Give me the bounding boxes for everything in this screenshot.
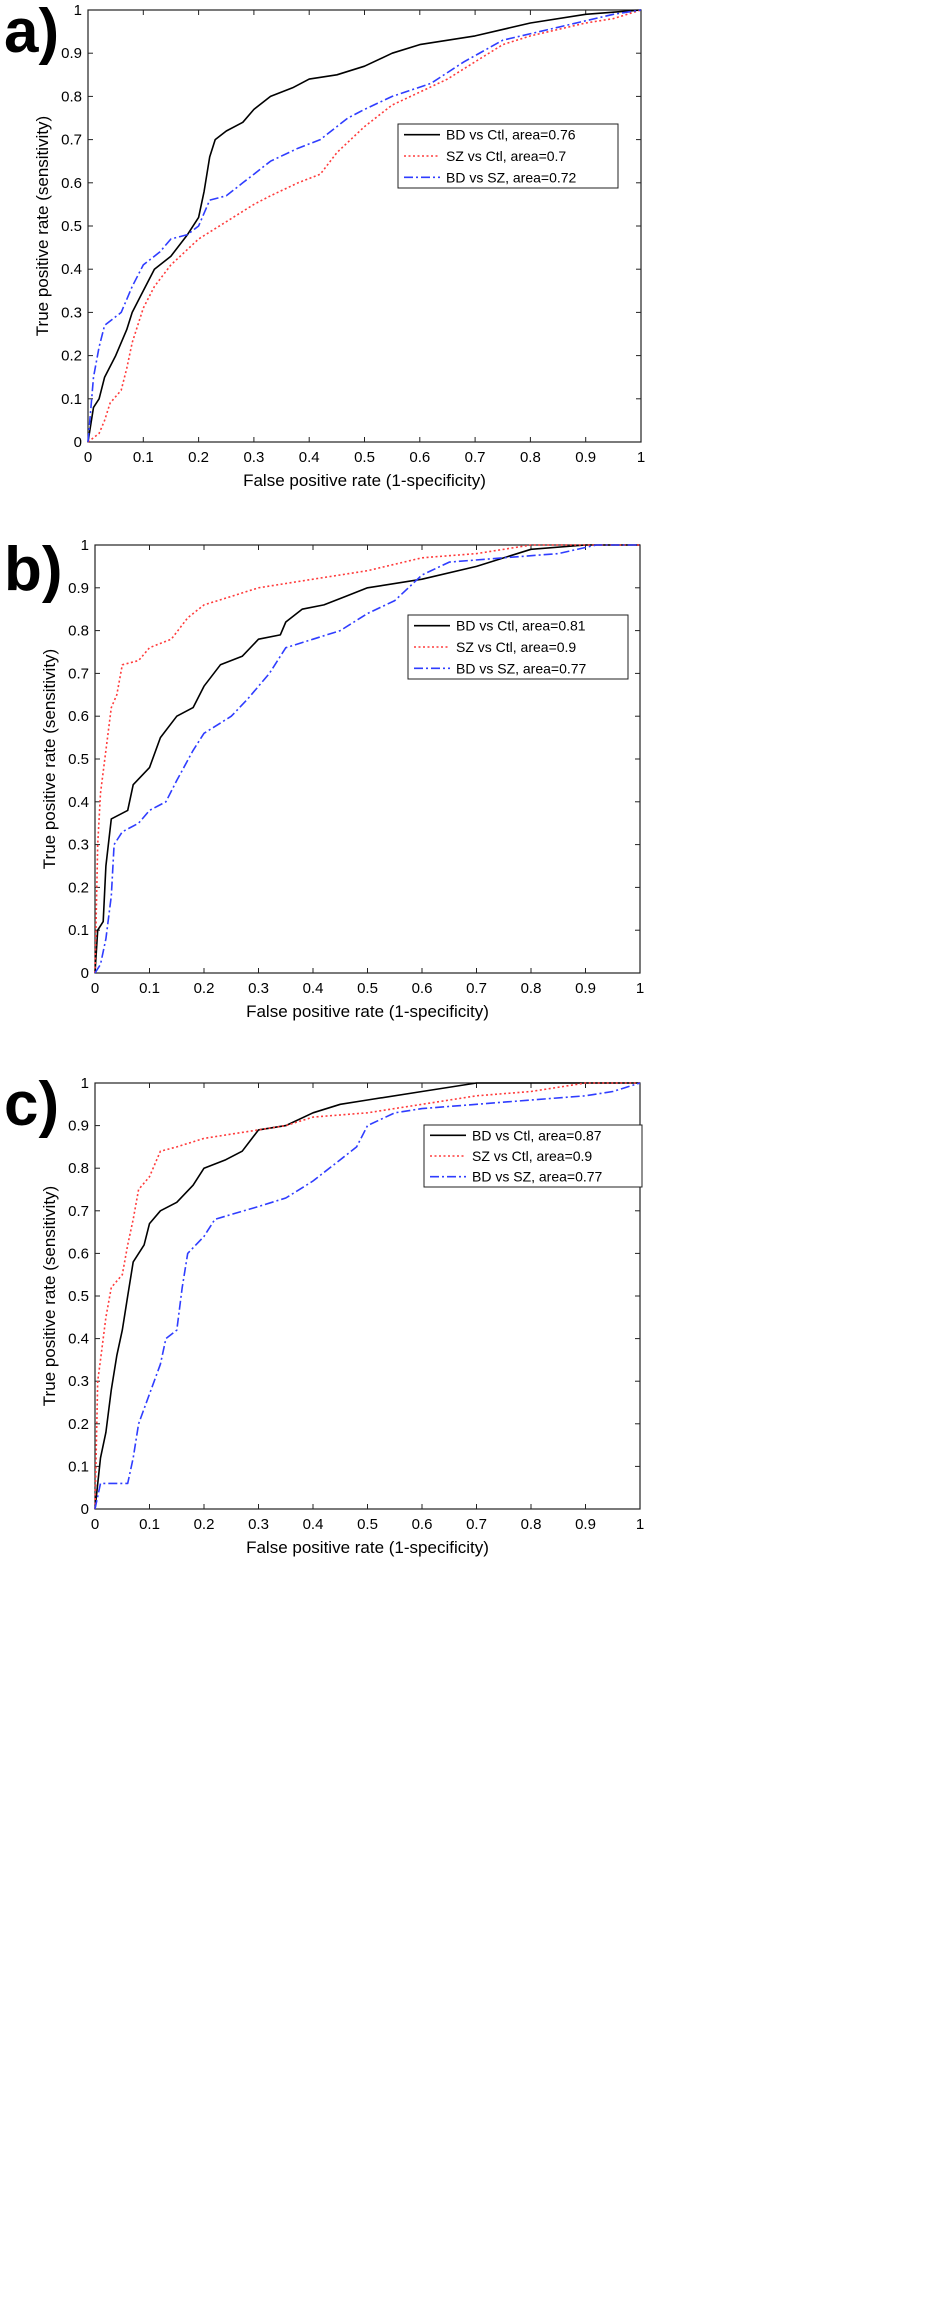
y-tick-label: 0.4	[68, 794, 89, 811]
x-tick-label: 0.4	[303, 980, 324, 997]
x-tick-label: 0.2	[194, 1516, 215, 1533]
y-tick-label: 0.8	[68, 1160, 89, 1177]
y-tick-label: 0.1	[68, 1458, 89, 1475]
x-tick-label: 1	[637, 449, 645, 466]
series-line-3	[87, 9, 642, 443]
y-tick-label: 0.6	[61, 175, 82, 192]
y-tick-label: 0.8	[61, 88, 82, 105]
x-tick-label: 0.3	[243, 449, 264, 466]
x-tick-label: 0.4	[303, 1516, 324, 1533]
legend-entry: BD vs Ctl, area=0.76	[446, 127, 576, 143]
series-line-3	[94, 1082, 641, 1510]
x-tick-label: 0.9	[575, 1516, 596, 1533]
x-tick-label: 1	[636, 1516, 644, 1533]
panel-label: b)	[4, 535, 63, 604]
y-tick-label: 0.9	[61, 45, 82, 62]
legend-entry: BD vs Ctl, area=0.87	[472, 1127, 602, 1143]
x-tick-label: 0.6	[409, 449, 430, 466]
x-tick-label: 0	[91, 980, 99, 997]
y-tick-label: 1	[74, 2, 82, 19]
x-axis-label: False positive rate (1-specificity)	[246, 1002, 489, 1021]
legend-entry: BD vs SZ, area=0.77	[456, 660, 587, 676]
y-tick-label: 0.8	[68, 623, 89, 640]
y-tick-label: 0	[81, 1501, 89, 1518]
y-tick-label: 0	[74, 434, 82, 451]
x-tick-label: 0	[91, 1516, 99, 1533]
y-axis-label: True positive rate (sensitivity)	[40, 649, 59, 869]
y-tick-label: 0.4	[61, 261, 82, 278]
x-tick-label: 0.2	[188, 449, 209, 466]
y-tick-label: 0.1	[61, 391, 82, 408]
x-tick-label: 0.3	[248, 980, 269, 997]
y-tick-label: 0.7	[68, 1203, 89, 1220]
plot-area	[94, 544, 641, 974]
y-tick-label: 0.3	[68, 1373, 89, 1390]
y-tick-label: 0	[81, 965, 89, 982]
x-tick-label: 0.7	[465, 449, 486, 466]
x-tick-label: 0.6	[412, 1516, 433, 1533]
x-tick-label: 0.3	[248, 1516, 269, 1533]
y-tick-label: 0.2	[61, 348, 82, 365]
legend-entry: SZ vs Ctl, area=0.7	[446, 148, 566, 164]
y-tick-label: 0.5	[68, 1288, 89, 1305]
y-tick-label: 0.1	[68, 922, 89, 939]
x-tick-label: 0.8	[521, 980, 542, 997]
y-tick-label: 0.9	[68, 580, 89, 597]
legend-entry: SZ vs Ctl, area=0.9	[456, 639, 576, 655]
y-tick-label: 0.5	[61, 218, 82, 235]
y-tick-label: 0.2	[68, 879, 89, 896]
legend-entry: SZ vs Ctl, area=0.9	[472, 1148, 592, 1164]
x-tick-label: 1	[636, 980, 644, 997]
x-tick-label: 0.8	[521, 1516, 542, 1533]
y-tick-label: 0.6	[68, 1245, 89, 1262]
y-tick-label: 1	[81, 1075, 89, 1092]
roc-chart-2: b) 0 0.1 0.2 0.3 0.4 0.5 0.6 0.7 0.8 0.9 1 0 0.1 0.2 0.…	[4, 535, 644, 1021]
y-tick-label: 0.7	[68, 665, 89, 682]
series-line-3	[94, 544, 640, 974]
y-tick-label: 0.3	[61, 304, 82, 321]
x-tick-label: 0.6	[412, 980, 433, 997]
x-tick-label: 0.9	[575, 449, 596, 466]
series-line-2	[94, 1082, 640, 1510]
y-tick-label: 1	[81, 537, 89, 554]
series-line-1	[87, 9, 642, 443]
x-tick-label: 0.8	[520, 449, 541, 466]
x-tick-label: 0.2	[194, 980, 215, 997]
x-tick-label: 0.5	[357, 1516, 378, 1533]
x-tick-label: 0.7	[466, 1516, 487, 1533]
series-line-2	[94, 544, 640, 974]
legend-entry: BD vs Ctl, area=0.81	[456, 618, 586, 634]
series-line-1	[94, 544, 640, 974]
series-line-1	[94, 1082, 640, 1510]
x-tick-label: 0.1	[139, 1516, 160, 1533]
y-tick-label: 0.3	[68, 837, 89, 854]
panel-label: c)	[4, 1073, 59, 1139]
y-axis-label: True positive rate (sensitivity)	[40, 1186, 59, 1406]
x-tick-label: 0.4	[299, 449, 320, 466]
y-tick-label: 0.5	[68, 751, 89, 768]
x-axis-label: False positive rate (1-specificity)	[243, 471, 486, 490]
x-tick-label: 0.9	[575, 980, 596, 997]
y-tick-label: 0.4	[68, 1331, 89, 1348]
roc-chart-3: c) 0 0.1 0.2 0.3 0.4 0.5 0.6 0.7 0.8 0.9 1 0 0.1 0.2 0.…	[4, 1073, 644, 1557]
panel-label: a)	[4, 0, 59, 66]
y-tick-label: 0.6	[68, 708, 89, 725]
y-tick-label: 0.9	[68, 1118, 89, 1135]
plot-area	[87, 9, 642, 443]
x-tick-label: 0.1	[133, 449, 154, 466]
y-tick-label: 0.2	[68, 1416, 89, 1433]
y-tick-label: 0.7	[61, 132, 82, 149]
x-axis-label: False positive rate (1-specificity)	[246, 1538, 489, 1557]
legend-entry: BD vs SZ, area=0.77	[472, 1169, 603, 1185]
x-tick-label: 0.5	[357, 980, 378, 997]
y-axis-label: True positive rate (sensitivity)	[33, 116, 52, 336]
x-tick-label: 0	[84, 449, 92, 466]
roc-chart-1: a) 0 0.1 0.2 0.3 0.4 0.5 0.6 0.7 0.8 0.9 1 0 0.1 0.2 0.…	[4, 0, 645, 490]
legend-entry: BD vs SZ, area=0.72	[446, 169, 577, 185]
x-tick-label: 0.7	[466, 980, 487, 997]
x-tick-label: 0.1	[139, 980, 160, 997]
x-tick-label: 0.5	[354, 449, 375, 466]
